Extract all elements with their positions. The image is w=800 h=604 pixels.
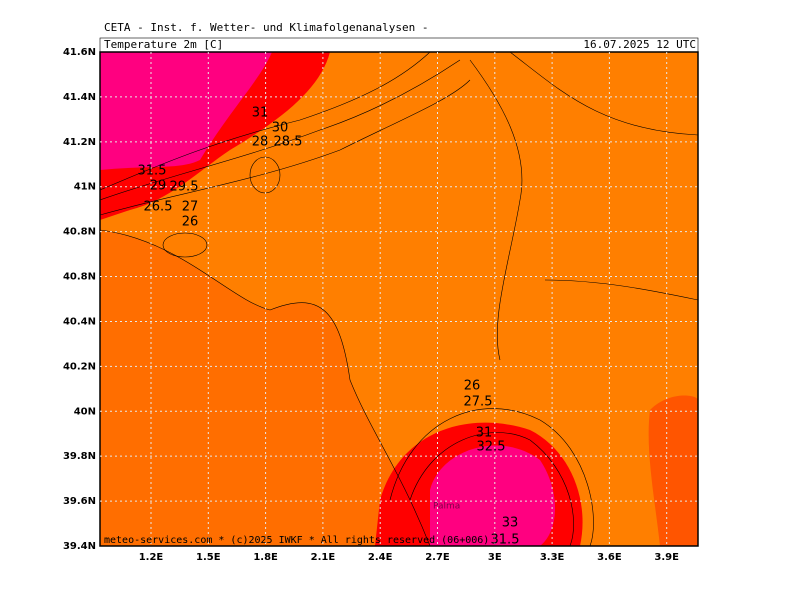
latitude-label: 41.2N	[63, 137, 96, 148]
contour-label: 26.5	[144, 200, 173, 215]
map-frame	[99, 51, 699, 547]
very-hot-zone	[430, 445, 555, 546]
axis-labels: 41.6N 41.4N 41.2N 41N 40.8N 40.8N 40.4N 40.2N 40…	[63, 47, 679, 563]
footer-text: meteo-services.com * (c)2025 IWKF * All …	[104, 535, 489, 546]
longitude-label: 1.8E	[253, 552, 278, 563]
contour-label: 26	[464, 379, 481, 394]
contour-labels: 31.5 29 29.5 26.5 27 26 31 30 28 28.5 26…	[138, 106, 520, 548]
place-label: Palma	[433, 502, 460, 512]
latitude-label: 40.2N	[63, 361, 96, 372]
map-area	[99, 51, 699, 547]
longitude-label: 2.7E	[425, 552, 450, 563]
contour-label: 29.5	[170, 180, 199, 195]
latitude-label: 39.4N	[63, 541, 96, 552]
latitude-label: 40.4N	[63, 316, 96, 327]
source-text: CETA - Inst. f. Wetter- und Klimafolgena…	[104, 21, 429, 34]
latitude-label: 41.6N	[63, 47, 96, 58]
warmer-zone	[648, 395, 698, 546]
very-hot-zone	[100, 52, 272, 170]
longitude-label: 3.3E	[540, 552, 565, 563]
contour-label: 31	[476, 426, 493, 441]
contour-label: 26	[182, 215, 199, 230]
contour-label: 27.5	[464, 395, 493, 410]
latitude-label: 39.6N	[63, 496, 96, 507]
longitude-label: 1.5E	[196, 552, 221, 563]
warmer-zone	[100, 230, 430, 546]
longitude-label: 2.4E	[368, 552, 393, 563]
latitude-label: 40.8N	[63, 227, 96, 238]
map-title: Temperature 2m [C]	[104, 38, 223, 51]
contour-label: 27	[182, 200, 199, 215]
contour-label: 29	[150, 179, 167, 194]
contour-label: 33	[502, 516, 519, 531]
latitude-label: 40.8N	[63, 272, 96, 283]
latitude-label: 41.4N	[63, 92, 96, 103]
contour-label: 31.5	[491, 533, 520, 548]
contour-label: 30	[272, 121, 289, 136]
latitude-label: 41N	[74, 182, 96, 193]
contour-label: 31.5	[138, 164, 167, 179]
date-text: 16.07.2025 12 UTC	[583, 38, 696, 51]
longitude-label: 3.6E	[597, 552, 622, 563]
latitude-label: 40N	[74, 406, 96, 417]
longitude-label: 3.9E	[654, 552, 679, 563]
longitude-label: 3E	[488, 552, 502, 563]
longitude-label: 2.1E	[311, 552, 336, 563]
contour-label: 28	[252, 135, 269, 150]
contour-label: 28.5	[274, 135, 303, 150]
contour-label: 31	[252, 106, 269, 121]
latitude-label: 39.8N	[63, 451, 96, 462]
contour-label: 32.5	[477, 440, 506, 455]
grid	[100, 52, 698, 546]
longitude-label: 1.2E	[139, 552, 164, 563]
